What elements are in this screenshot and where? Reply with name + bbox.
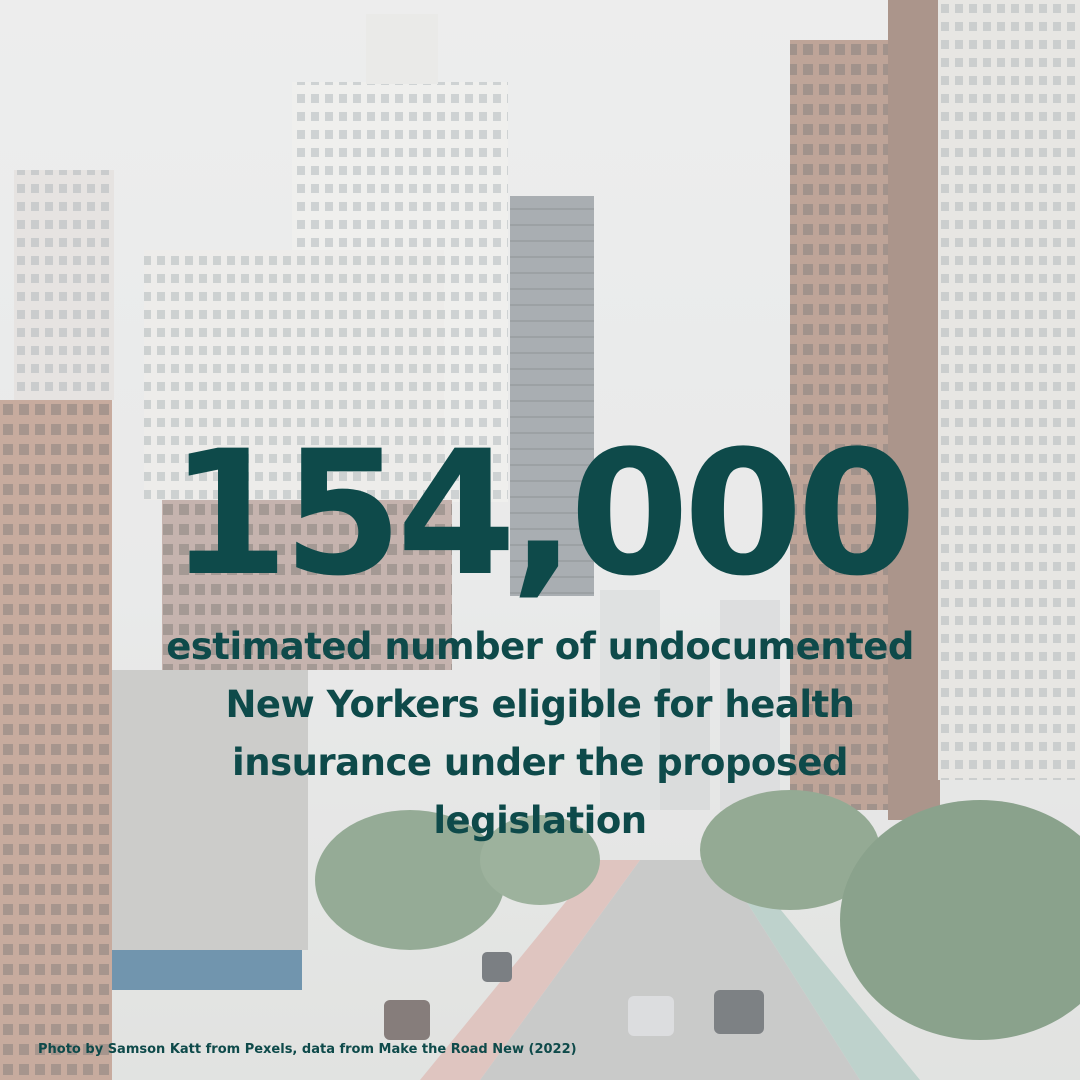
photo-credit: Photo by Samson Katt from Pexels, data f… (38, 1042, 577, 1057)
statistic-number: 154,000 (169, 413, 916, 614)
statistic-description: estimated number of undocumented New Yor… (166, 625, 914, 842)
